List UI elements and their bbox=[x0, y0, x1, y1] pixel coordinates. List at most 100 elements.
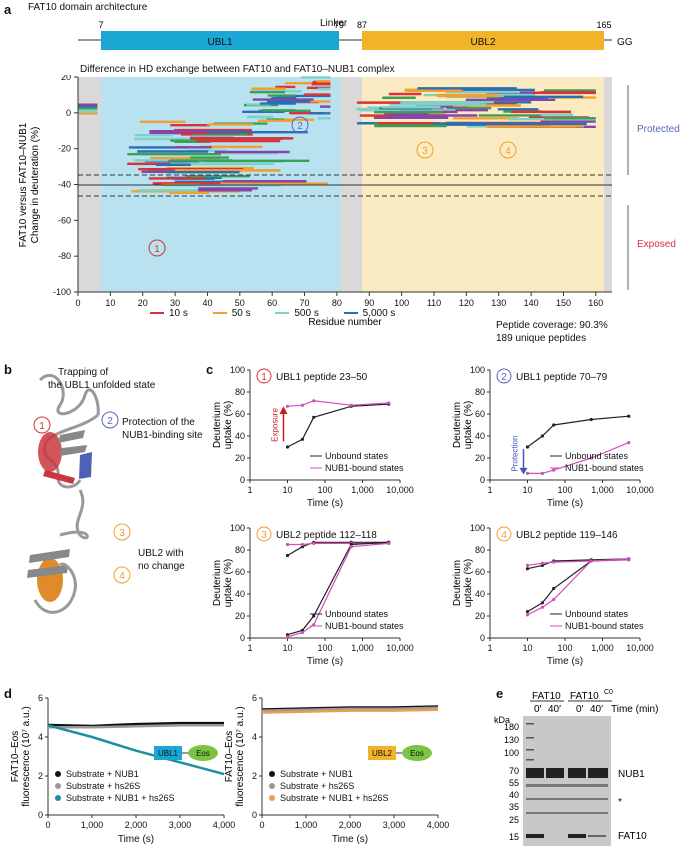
hdx-xtick-label: 110 bbox=[427, 298, 441, 308]
fluor-legend-label: Substrate + NUB1 bbox=[66, 769, 139, 779]
fluor-eos-label: Eos bbox=[196, 749, 210, 758]
gel-fat10-label: FAT10 bbox=[618, 831, 647, 842]
uptake-title: UBL2 peptide 112–118 bbox=[276, 530, 377, 541]
fluor-series-line bbox=[261, 708, 439, 714]
uptake-title-marker bbox=[496, 526, 512, 542]
exposed-label: Exposed bbox=[637, 239, 676, 250]
ubl1-helix-red bbox=[38, 432, 62, 472]
fluor-xtick-label: 2,000 bbox=[125, 820, 148, 830]
fluor-xtick-label: 2,000 bbox=[339, 820, 362, 830]
uptake-point bbox=[300, 542, 305, 547]
hdx-xtick-label: 90 bbox=[364, 298, 374, 308]
fluor-legend-dot bbox=[269, 795, 275, 801]
uptake-point bbox=[540, 605, 545, 609]
fluor-series-line bbox=[48, 724, 224, 729]
gel-kda: kDa bbox=[494, 715, 510, 725]
uptake-ytick-label: 0 bbox=[240, 633, 245, 643]
hdx-marker-1 bbox=[148, 239, 166, 257]
uptake-point bbox=[589, 559, 593, 563]
uptake-xtick-label: 10 bbox=[522, 485, 532, 495]
fluor-legend-dot bbox=[55, 783, 61, 789]
uptake-point bbox=[552, 560, 556, 564]
exposure-label: Exposure bbox=[271, 408, 280, 442]
hdx-marker-2 bbox=[291, 116, 309, 134]
legend-500s: 500 s bbox=[275, 308, 319, 319]
uptake-xtick-label: 100 bbox=[317, 485, 332, 495]
uptake-point bbox=[525, 563, 530, 567]
uptake-xtick-label: 10 bbox=[282, 485, 292, 495]
uptake-ytick-label: 80 bbox=[235, 387, 245, 397]
gel-marker-130: 130 bbox=[504, 735, 519, 745]
panel-label-a: a bbox=[4, 2, 12, 17]
hdx-ytick-label: -20 bbox=[58, 144, 71, 154]
uptake-title-marker-num: 3 bbox=[261, 530, 267, 541]
uptake-xtick-label: 1 bbox=[487, 643, 492, 653]
hdx-ytick-label: -40 bbox=[58, 180, 71, 190]
uptake-ylabel-2: uptake (%) bbox=[223, 559, 234, 607]
fluor-ytick-label: 4 bbox=[252, 732, 257, 742]
uptake-ytick-label: 0 bbox=[480, 633, 485, 643]
domain-architecture: UBL1 UBL2 GG 7 79 87 165 bbox=[78, 20, 633, 50]
uptake-point bbox=[300, 437, 305, 441]
uptake-title: UBL1 peptide 23–50 bbox=[276, 372, 368, 383]
fluor-tag-label: UBL2 bbox=[372, 749, 393, 758]
ubl1-strands bbox=[58, 430, 87, 456]
uptake-legend-unbound: Unbound states bbox=[565, 609, 629, 619]
uptake-point bbox=[349, 542, 353, 547]
uptake-point bbox=[540, 601, 545, 605]
fluor-series-line bbox=[261, 706, 439, 712]
uptake-ytick-label: 40 bbox=[475, 431, 485, 441]
gel-lane-4: 40′ bbox=[590, 704, 603, 715]
pos-79: 79 bbox=[334, 20, 344, 30]
fluor-legend-label: Substrate + hs26S bbox=[280, 781, 354, 791]
fluor-ytick-label: 6 bbox=[252, 693, 257, 703]
peptide-coverage: Peptide coverage: 90.3% bbox=[496, 320, 608, 331]
uptake-title-marker-num: 1 bbox=[261, 372, 267, 383]
uptake-ytick-label: 80 bbox=[235, 545, 245, 555]
uptake-point bbox=[387, 541, 391, 545]
struct-marker-4 bbox=[113, 566, 131, 584]
gel-nub1-bands bbox=[526, 768, 608, 778]
hdx-xtick-label: 80 bbox=[332, 298, 342, 308]
uptake-legend-bound: NUB1-bound states bbox=[325, 621, 404, 631]
fluor-xlabel: Time (s) bbox=[332, 834, 368, 845]
uptake-ytick-label: 60 bbox=[235, 567, 245, 577]
gel-marker-70: 70 bbox=[509, 766, 519, 776]
hdx-marker-4 bbox=[499, 141, 517, 159]
uptake-title-marker-num: 4 bbox=[501, 530, 507, 541]
struct-marker-1-text: 1 bbox=[39, 421, 45, 432]
ubl2-helix-orange bbox=[37, 558, 63, 602]
uptake-xtick-label: 1,000 bbox=[351, 643, 374, 653]
uptake-plot-4: 0 20 40 60 80 100 1 10 100 1,000 10,000 Time (s) Deu… bbox=[452, 523, 654, 667]
uptake-point bbox=[525, 610, 530, 614]
uptake-legend-unbound: Unbound states bbox=[325, 609, 389, 619]
uptake-xtick-label: 1,000 bbox=[591, 643, 614, 653]
hdx-x-ticks: 0 10 20 30 40 50 60 70 80 90 100 110 120 130 140 150 160 bbox=[75, 292, 603, 308]
trap-label-2: the UBL1 unfolded state bbox=[48, 380, 156, 391]
uptake-legend-unbound: Unbound states bbox=[565, 451, 629, 461]
legend-5000s: 5,000 s bbox=[343, 308, 395, 319]
panel-label-c: c bbox=[206, 362, 214, 377]
linker-label: Linker bbox=[320, 18, 348, 29]
uptake-xtick-label: 10,000 bbox=[386, 643, 414, 653]
uptake-plot-1: 0 20 40 60 80 100 1 10 100 1,000 10,000 Time (s) Deu… bbox=[212, 365, 414, 509]
fluor-legend-dot bbox=[55, 795, 61, 801]
uptake-point bbox=[540, 563, 545, 567]
uptake-xtick-label: 1,000 bbox=[591, 485, 614, 495]
ubl1-label: UBL1 bbox=[207, 37, 232, 48]
pos-7: 7 bbox=[98, 20, 103, 30]
structure-cartoon: 1 2 3 4 bbox=[27, 373, 131, 614]
ubl2-nochange-2: no change bbox=[138, 561, 185, 572]
hdx-xtick-label: 20 bbox=[138, 298, 148, 308]
protect-label-1: Protection of the bbox=[122, 417, 195, 428]
hdx-xtick-label: 30 bbox=[170, 298, 180, 308]
uptake-ytick-label: 0 bbox=[240, 475, 245, 485]
fluor-legend-label: Substrate + NUB1 + hs26S bbox=[66, 793, 175, 803]
uptake-ytick-label: 20 bbox=[475, 611, 485, 621]
uptake-xlabel: Time (s) bbox=[547, 498, 583, 509]
pos-87: 87 bbox=[357, 20, 367, 30]
fluor-ytick-label: 6 bbox=[38, 693, 43, 703]
uptake-point bbox=[540, 434, 545, 438]
hdx-xtick-label: 100 bbox=[394, 298, 409, 308]
hdx-xlabel: Residue number bbox=[308, 317, 382, 328]
